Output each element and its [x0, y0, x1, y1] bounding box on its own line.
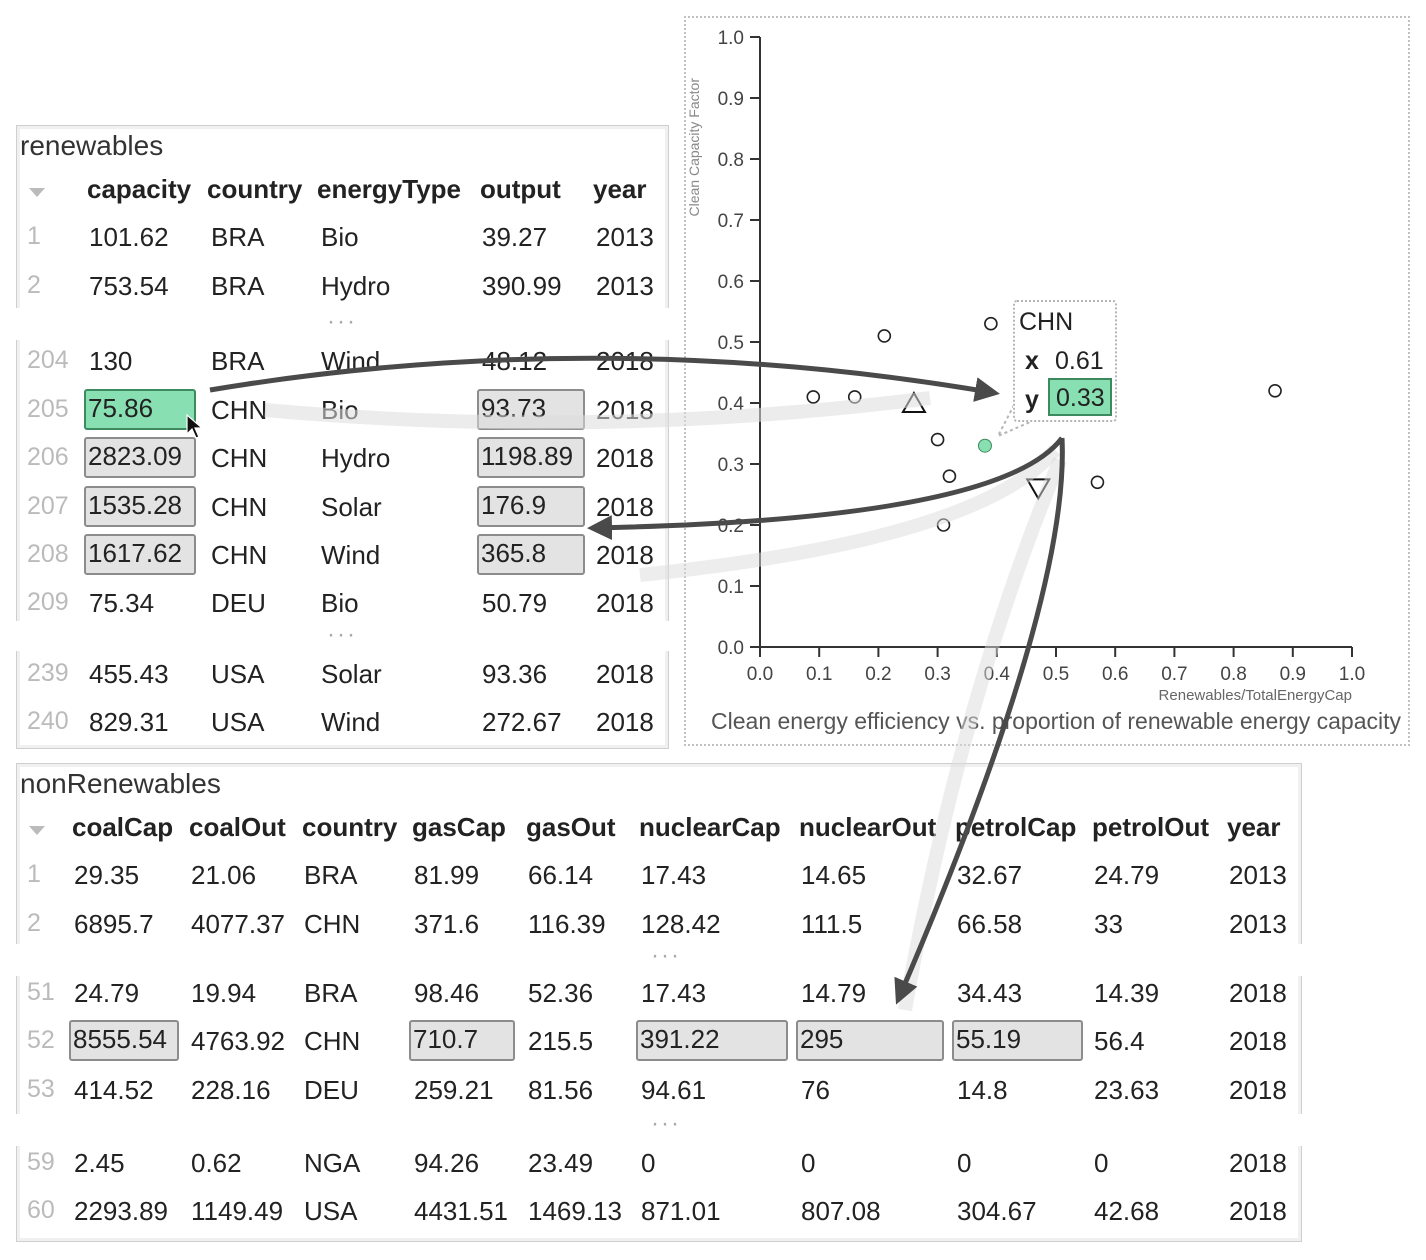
- data-point: [878, 330, 890, 342]
- y-tick-label: 0.8: [718, 150, 744, 171]
- data-point-selected: [978, 439, 991, 452]
- data-point: [1027, 479, 1049, 498]
- y-tick-label: 0.4: [718, 394, 745, 415]
- x-tick-label: 0.1: [806, 664, 832, 685]
- data-point: [903, 393, 925, 412]
- y-axis-label: Clean Capacity Factor: [686, 78, 702, 217]
- data-point: [985, 318, 997, 330]
- tooltip-x-value: 0.61: [1055, 347, 1104, 376]
- tooltip-x-label: x: [1025, 347, 1039, 376]
- y-tick-label: 0.3: [718, 455, 744, 476]
- x-tick-label: 0.3: [924, 664, 950, 685]
- tooltip-y-label: y: [1025, 386, 1039, 415]
- y-tick-label: 0.2: [718, 516, 744, 537]
- x-tick-label: 0.4: [984, 664, 1011, 685]
- y-tick-label: 0.1: [718, 577, 744, 598]
- y-tick-label: 0.6: [718, 272, 744, 293]
- x-tick-label: 0.9: [1280, 664, 1306, 685]
- data-point: [932, 434, 944, 446]
- tooltip-y-value[interactable]: 0.33: [1048, 378, 1112, 416]
- y-tick-label: 0.7: [718, 211, 744, 232]
- mouse-cursor-icon: [186, 414, 208, 440]
- y-tick-label: 0.0: [718, 638, 744, 659]
- chart-title: Clean energy efficiency vs. proportion o…: [711, 708, 1401, 734]
- x-tick-label: 0.6: [1102, 664, 1128, 685]
- x-tick-label: 0.8: [1220, 664, 1246, 685]
- x-tick-label: 0.2: [865, 664, 891, 685]
- x-tick-label: 0.7: [1161, 664, 1187, 685]
- data-point: [1091, 476, 1103, 488]
- x-tick-label: 0.0: [747, 664, 773, 685]
- y-tick-label: 1.0: [718, 28, 744, 49]
- x-tick-label: 1.0: [1339, 664, 1365, 685]
- data-point: [807, 391, 819, 403]
- data-point: [943, 470, 955, 482]
- data-point: [849, 391, 861, 403]
- tooltip-label: CHN: [1019, 308, 1073, 337]
- y-tick-label: 0.5: [718, 333, 744, 354]
- data-point: [1269, 385, 1281, 397]
- data-point: [938, 519, 950, 531]
- x-axis-label: Renewables/TotalEnergyCap: [1159, 687, 1352, 704]
- point-tooltip: CHN x 0.61 y 0.33: [1013, 300, 1117, 422]
- x-tick-label: 0.5: [1043, 664, 1069, 685]
- y-tick-label: 0.9: [718, 89, 744, 110]
